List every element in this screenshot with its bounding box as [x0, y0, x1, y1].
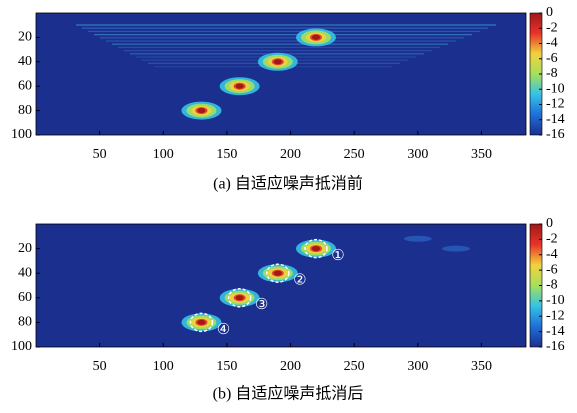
colorbar-tick-label: 0 — [546, 5, 553, 20]
peak — [274, 271, 282, 276]
x-tick-label: 50 — [93, 147, 107, 162]
peak — [197, 108, 205, 113]
peak — [236, 295, 244, 300]
peak — [312, 35, 320, 40]
y-tick-label: 60 — [18, 290, 32, 305]
annotation: ① — [331, 248, 344, 264]
y-tick-label: 40 — [18, 265, 32, 280]
y-tick-label: 40 — [18, 54, 32, 69]
y-tick-label: 20 — [18, 241, 32, 256]
annotation: ③ — [255, 297, 268, 313]
annotation: ② — [293, 273, 306, 289]
x-tick-label: 100 — [153, 147, 174, 162]
x-tick-label: 300 — [407, 147, 428, 162]
x-tick-label: 350 — [471, 147, 492, 162]
y-tick-label: 20 — [18, 30, 32, 45]
residual-clutter — [442, 246, 470, 252]
y-tick-label: 80 — [18, 103, 32, 118]
y-tick-label: 100 — [11, 127, 32, 142]
colorbar-tick-label: -8 — [546, 278, 558, 293]
colorbar-tick-label: -2 — [546, 232, 558, 247]
colorbar-tick-label: -4 — [546, 36, 558, 51]
peak — [274, 59, 282, 64]
colorbar-tick-label: -12 — [546, 97, 565, 112]
plot-background — [36, 224, 526, 347]
x-tick-label: 200 — [280, 147, 301, 162]
y-tick-label: 80 — [18, 315, 32, 330]
peak — [312, 246, 320, 251]
colorbar-tick-label: -2 — [546, 20, 558, 35]
colorbar-tick-label: -6 — [546, 51, 558, 66]
figure: 50100150200250300350204060801000-2-4-6-8… — [0, 0, 577, 408]
colorbar-tick-label: -14 — [546, 112, 565, 127]
annotation: ④ — [217, 322, 230, 338]
colorbar-tick-label: -6 — [546, 262, 558, 277]
x-tick-label: 200 — [280, 359, 301, 374]
colorbar-tick-label: 0 — [546, 216, 553, 231]
colorbar-tick-label: -4 — [546, 247, 558, 262]
colorbar-tick-label: -8 — [546, 66, 558, 81]
peak — [197, 320, 205, 325]
x-tick-label: 100 — [153, 359, 174, 374]
peak — [236, 84, 244, 89]
x-tick-label: 300 — [407, 359, 428, 374]
x-tick-label: 150 — [216, 359, 237, 374]
x-tick-label: 350 — [471, 359, 492, 374]
colorbar-tick-label: -16 — [546, 339, 565, 354]
y-tick-label: 100 — [11, 339, 32, 354]
x-tick-label: 250 — [344, 147, 365, 162]
x-tick-label: 50 — [93, 359, 107, 374]
x-tick-label: 150 — [216, 147, 237, 162]
caption: (a) 自适应噪声抵消前 — [213, 174, 363, 193]
colorbar-tick-label: -12 — [546, 308, 565, 323]
colorbar-tick-label: -10 — [546, 293, 565, 308]
residual-clutter — [404, 236, 432, 242]
x-tick-label: 250 — [344, 359, 365, 374]
caption: (b) 自适应噪声抵消后 — [213, 384, 364, 403]
colorbar-tick-label: -16 — [546, 127, 565, 142]
y-tick-label: 60 — [18, 78, 32, 93]
colorbar-tick-label: -14 — [546, 324, 565, 339]
colorbar-tick-label: -10 — [546, 81, 565, 96]
